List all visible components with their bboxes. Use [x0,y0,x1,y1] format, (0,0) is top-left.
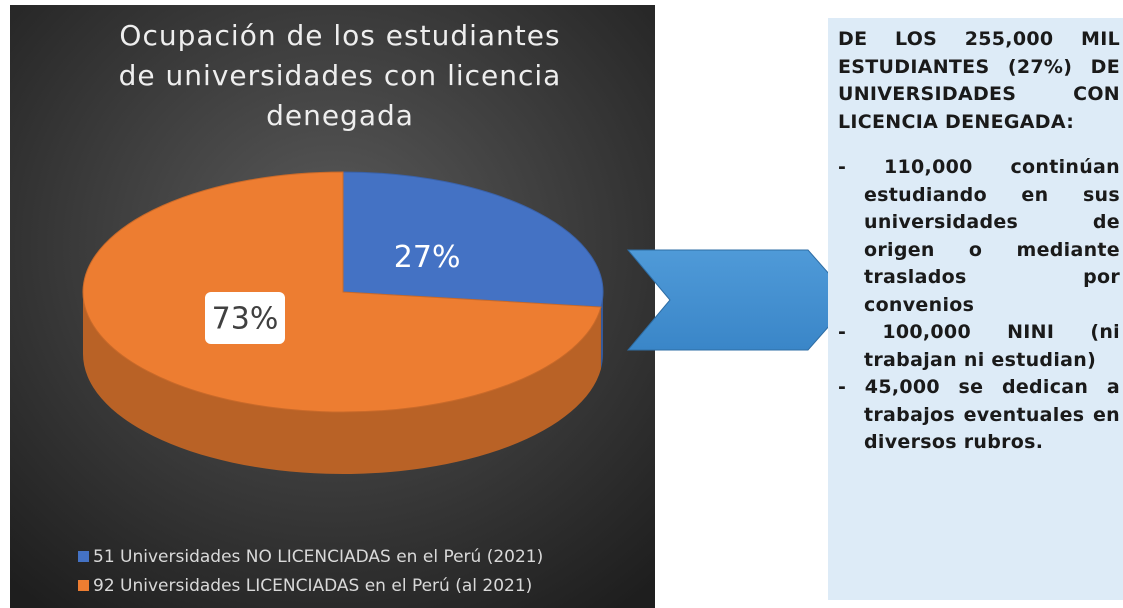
text-panel: DE LOS 255,000 MIL ESTUDIANTES (27%) DE … [828,18,1123,600]
arrow [626,249,853,351]
legend-label: 51 Universidades NO LICENCIADAS en el Pe… [93,547,543,567]
panel-heading: DE LOS 255,000 MIL ESTUDIANTES (27%) DE … [838,28,1120,133]
legend-swatch [78,551,89,562]
data-label: 27% [394,240,461,275]
panel-item: - 110,000 continúan estudiando en sus un… [838,156,1120,316]
chart-title: Ocupación de los estudiantes de universid… [119,19,562,132]
panel-item: - 100,000 NINI (ni trabajan ni estudian) [838,321,1120,371]
panel-item: - 45,000 se dedican a trabajos eventuale… [838,376,1120,453]
pie-side [600,292,603,370]
legend-swatch [78,580,89,591]
pie-slice [82,171,602,413]
legend-label: 92 Universidades LICENCIADAS en el Perú … [93,576,532,596]
data-label: 73% [212,302,279,337]
pie-side [83,292,601,475]
data-label-box [205,292,285,344]
pie-slice [342,171,604,308]
